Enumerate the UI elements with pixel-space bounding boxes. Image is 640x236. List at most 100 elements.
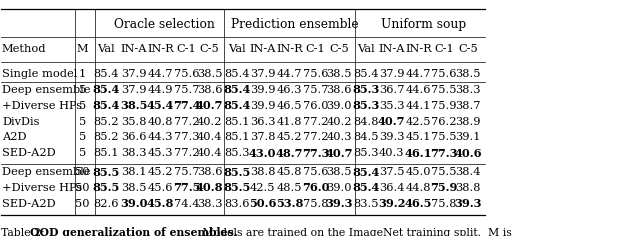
Text: 84.8: 84.8 bbox=[353, 117, 379, 126]
Text: 41.8: 41.8 bbox=[276, 117, 302, 126]
Text: IN-R: IN-R bbox=[405, 44, 432, 54]
Text: 40.4: 40.4 bbox=[196, 148, 222, 158]
Text: 38.5: 38.5 bbox=[456, 69, 481, 79]
Text: 85.4: 85.4 bbox=[92, 84, 120, 95]
Text: M: M bbox=[77, 44, 88, 54]
Text: C-1: C-1 bbox=[434, 44, 454, 54]
Text: Uniform soup: Uniform soup bbox=[381, 17, 466, 30]
Text: 5: 5 bbox=[79, 85, 86, 95]
Text: 38.7: 38.7 bbox=[456, 101, 481, 111]
Text: 40.2: 40.2 bbox=[196, 117, 222, 126]
Text: 85.2: 85.2 bbox=[93, 132, 119, 142]
Text: 77.2: 77.2 bbox=[303, 132, 328, 142]
Text: 44.6: 44.6 bbox=[406, 85, 431, 95]
Text: 40.3: 40.3 bbox=[379, 148, 404, 158]
Text: 38.8: 38.8 bbox=[456, 183, 481, 193]
Text: 39.0: 39.0 bbox=[326, 183, 352, 193]
Text: 48.5: 48.5 bbox=[276, 183, 302, 193]
Text: 46.1: 46.1 bbox=[404, 148, 432, 159]
Text: 44.3: 44.3 bbox=[148, 132, 173, 142]
Text: 46.5: 46.5 bbox=[404, 198, 432, 209]
Text: 85.4: 85.4 bbox=[352, 167, 380, 177]
Text: 40.8: 40.8 bbox=[148, 117, 173, 126]
Text: 85.4: 85.4 bbox=[92, 100, 120, 111]
Text: 39.1: 39.1 bbox=[456, 132, 481, 142]
Text: 74.4: 74.4 bbox=[174, 199, 199, 209]
Text: Val: Val bbox=[357, 44, 375, 54]
Text: DivDis: DivDis bbox=[2, 117, 40, 126]
Text: 85.3: 85.3 bbox=[352, 84, 380, 95]
Text: 44.1: 44.1 bbox=[406, 101, 431, 111]
Text: 75.5: 75.5 bbox=[431, 132, 457, 142]
Text: 44.7: 44.7 bbox=[406, 69, 431, 79]
Text: 39.9: 39.9 bbox=[250, 101, 275, 111]
Text: 44.7: 44.7 bbox=[148, 69, 173, 79]
Text: 39.3: 39.3 bbox=[454, 198, 482, 209]
Text: 36.6: 36.6 bbox=[121, 132, 147, 142]
Text: 50.6: 50.6 bbox=[249, 198, 276, 209]
Text: 38.8: 38.8 bbox=[250, 167, 275, 177]
Text: 45.1: 45.1 bbox=[406, 132, 431, 142]
Text: 39.0: 39.0 bbox=[326, 101, 352, 111]
Text: 38.3: 38.3 bbox=[121, 148, 147, 158]
Text: 38.5: 38.5 bbox=[326, 167, 352, 177]
Text: 50: 50 bbox=[75, 183, 90, 193]
Text: Method: Method bbox=[2, 44, 47, 54]
Text: 45.8: 45.8 bbox=[276, 167, 302, 177]
Text: Val: Val bbox=[228, 44, 246, 54]
Text: IN-A: IN-A bbox=[378, 44, 404, 54]
Text: 85.1: 85.1 bbox=[224, 132, 250, 142]
Text: 5: 5 bbox=[79, 132, 86, 142]
Text: 43.0: 43.0 bbox=[249, 148, 276, 159]
Text: 37.9: 37.9 bbox=[121, 69, 147, 79]
Text: 40.4: 40.4 bbox=[196, 132, 222, 142]
Text: 38.4: 38.4 bbox=[456, 167, 481, 177]
Text: 5: 5 bbox=[79, 117, 86, 126]
Text: 40.7: 40.7 bbox=[196, 100, 223, 111]
Text: 76.2: 76.2 bbox=[431, 117, 457, 126]
Text: 53.8: 53.8 bbox=[276, 198, 303, 209]
Text: 38.9: 38.9 bbox=[456, 117, 481, 126]
Text: C-1: C-1 bbox=[306, 44, 325, 54]
Text: 75.9: 75.9 bbox=[431, 101, 457, 111]
Text: 75.6: 75.6 bbox=[431, 69, 457, 79]
Text: 77.2: 77.2 bbox=[303, 117, 328, 126]
Text: Oracle selection: Oracle selection bbox=[114, 17, 214, 30]
Text: 38.5: 38.5 bbox=[121, 183, 147, 193]
Text: Single model: Single model bbox=[2, 69, 77, 79]
Text: 85.5: 85.5 bbox=[92, 167, 120, 177]
Text: 38.6: 38.6 bbox=[196, 167, 222, 177]
Text: 37.9: 37.9 bbox=[121, 85, 147, 95]
Text: 45.2: 45.2 bbox=[148, 167, 173, 177]
Text: 82.6: 82.6 bbox=[93, 199, 119, 209]
Text: 85.3: 85.3 bbox=[353, 148, 379, 158]
Text: Models are trained on the ImageNet training split.  M is: Models are trained on the ImageNet train… bbox=[198, 228, 511, 236]
Text: 75.7: 75.7 bbox=[303, 85, 328, 95]
Text: 38.6: 38.6 bbox=[326, 85, 352, 95]
Text: 83.6: 83.6 bbox=[224, 199, 250, 209]
Text: 83.5: 83.5 bbox=[353, 199, 379, 209]
Text: 85.3: 85.3 bbox=[224, 148, 250, 158]
Text: IN-A: IN-A bbox=[120, 44, 147, 54]
Text: 40.7: 40.7 bbox=[378, 116, 405, 127]
Text: 75.5: 75.5 bbox=[431, 167, 457, 177]
Text: 48.7: 48.7 bbox=[276, 148, 303, 159]
Text: SED-A2D: SED-A2D bbox=[2, 199, 56, 209]
Text: 76.0: 76.0 bbox=[303, 101, 328, 111]
Text: 36.4: 36.4 bbox=[379, 183, 404, 193]
Text: 35.8: 35.8 bbox=[121, 117, 147, 126]
Text: IN-R: IN-R bbox=[147, 44, 173, 54]
Text: 75.5: 75.5 bbox=[431, 85, 457, 95]
Text: 75.8: 75.8 bbox=[303, 199, 328, 209]
Text: 85.4: 85.4 bbox=[223, 84, 251, 95]
Text: 44.9: 44.9 bbox=[148, 85, 173, 95]
Text: 45.0: 45.0 bbox=[406, 167, 431, 177]
Text: 40.8: 40.8 bbox=[196, 182, 223, 193]
Text: 40.2: 40.2 bbox=[326, 117, 352, 126]
Text: 37.5: 37.5 bbox=[379, 167, 404, 177]
Text: 45.8: 45.8 bbox=[147, 198, 174, 209]
Text: OOD generalization of ensembles.: OOD generalization of ensembles. bbox=[30, 227, 237, 236]
Text: 46.3: 46.3 bbox=[276, 85, 302, 95]
Text: SED-A2D: SED-A2D bbox=[2, 148, 56, 158]
Text: 39.9: 39.9 bbox=[250, 85, 275, 95]
